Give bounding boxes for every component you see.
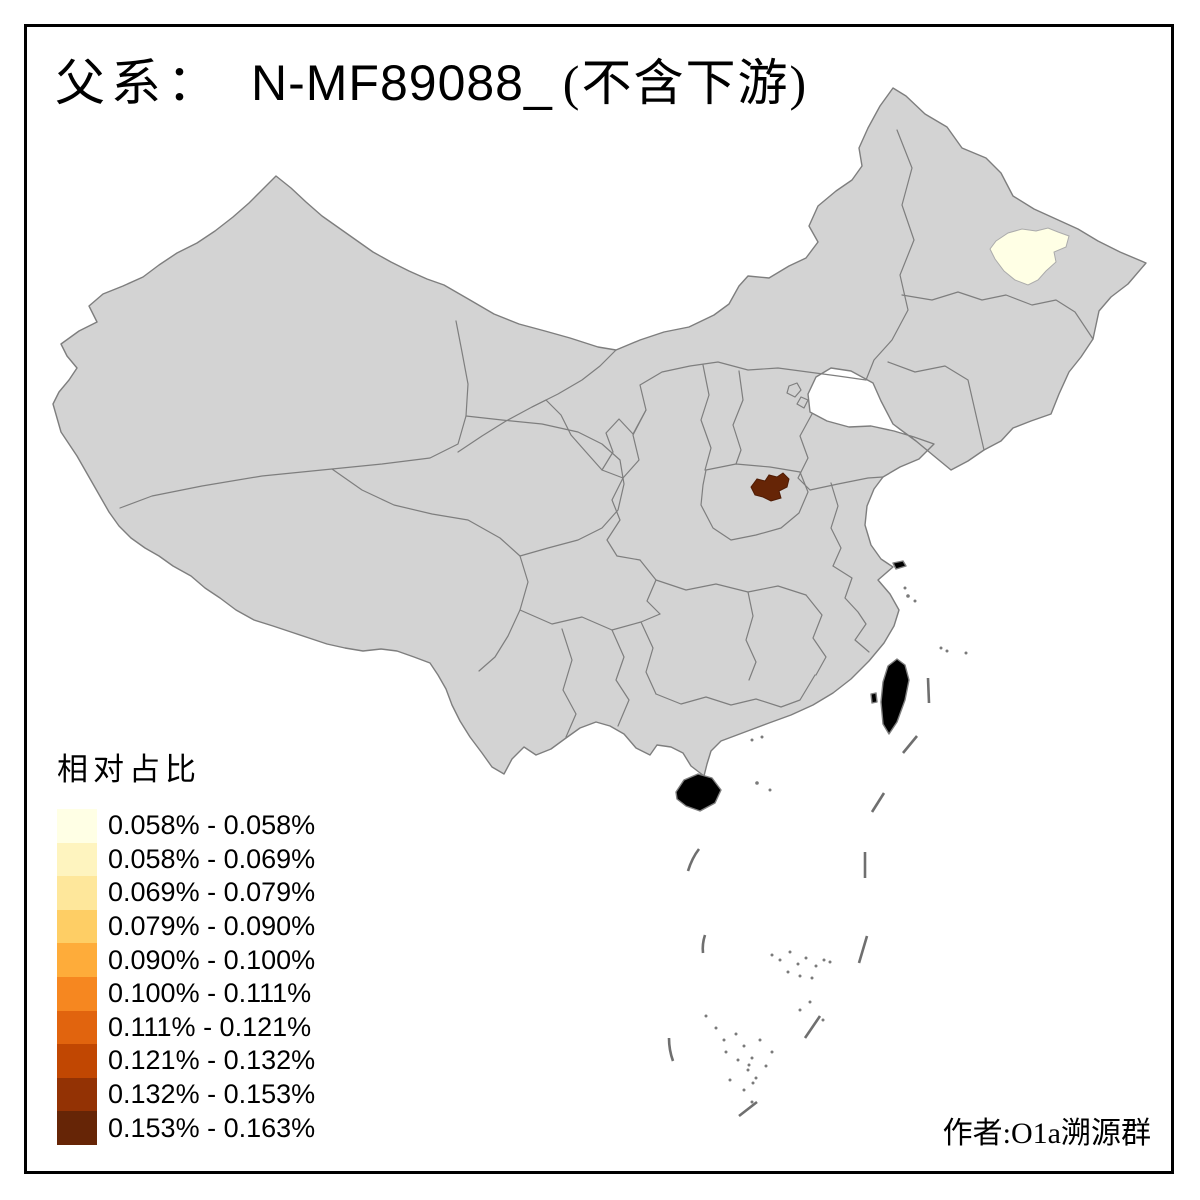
- legend-swatch: [57, 1044, 97, 1078]
- title-haplogroup-code: N-MF89088_: [251, 55, 553, 111]
- penghu-island: [870, 692, 878, 704]
- legend-swatch: [57, 1077, 97, 1112]
- legend-item: 0.090% - 0.100%: [57, 943, 315, 977]
- province-borders: [119, 129, 1094, 738]
- legend-title: 相对占比: [57, 752, 201, 787]
- legend-item: 0.121% - 0.132%: [57, 1044, 315, 1078]
- nine-dash-line: [667, 677, 931, 1118]
- chongming-island: [892, 560, 907, 570]
- legend-swatch: [57, 842, 97, 877]
- legend-label: 0.153% - 0.163%: [108, 1112, 316, 1143]
- legend-item: 0.111% - 0.121%: [57, 1010, 315, 1045]
- legend-label: 0.058% - 0.069%: [108, 843, 316, 874]
- legend-item: 0.079% - 0.090%: [57, 909, 316, 944]
- author-credit: 作者:O1a溯源群: [942, 1117, 1151, 1150]
- legend-item: 0.132% - 0.153%: [57, 1077, 316, 1112]
- page-title: 父系： N-MF89088_ (不含下游): [55, 56, 808, 111]
- legend-label: 0.111% - 0.121%: [108, 1011, 312, 1042]
- mainland-china-outline: [52, 87, 1147, 777]
- legend-item: 0.069% - 0.079%: [57, 876, 315, 910]
- legend-label: 0.121% - 0.132%: [108, 1045, 316, 1076]
- small-islands: [704, 586, 968, 1104]
- title-suffix: (不含下游): [562, 55, 809, 111]
- legend-label: 0.100% - 0.111%: [108, 978, 312, 1009]
- legend-swatch: [57, 943, 97, 977]
- legend-item: 0.100% - 0.111%: [57, 976, 315, 1011]
- legend-label: 0.058% - 0.058%: [108, 810, 316, 841]
- legend-item: 0.058% - 0.058%: [57, 809, 315, 843]
- legend-swatch: [57, 809, 97, 843]
- legend-swatch: [57, 876, 97, 910]
- title-prefix: 父系：: [55, 55, 223, 111]
- legend-item: 0.153% - 0.163%: [57, 1111, 315, 1145]
- legend-swatch: [57, 1111, 97, 1145]
- legend: 相对占比 0.058% - 0.058% 0.058% - 0.069% 0.069…: [57, 744, 315, 1145]
- highlight-region-max: [750, 472, 790, 502]
- legend-label: 0.069% - 0.079%: [108, 877, 316, 908]
- legend-swatch: [57, 909, 97, 944]
- legend-label: 0.079% - 0.090%: [108, 911, 316, 942]
- legend-label: 0.090% - 0.100%: [108, 944, 316, 975]
- legend-swatch: [57, 1010, 97, 1045]
- legend-rows: 0.058% - 0.058% 0.058% - 0.069% 0.069% - 0…: [57, 809, 315, 1145]
- legend-label: 0.132% - 0.153%: [108, 1079, 316, 1110]
- hainan-island: [675, 773, 722, 812]
- highlight-region-min: [989, 227, 1070, 286]
- legend-item: 0.058% - 0.069%: [57, 842, 316, 877]
- taiwan-island: [880, 658, 910, 735]
- plot-frame: [24, 24, 1174, 1174]
- legend-swatch: [57, 976, 97, 1011]
